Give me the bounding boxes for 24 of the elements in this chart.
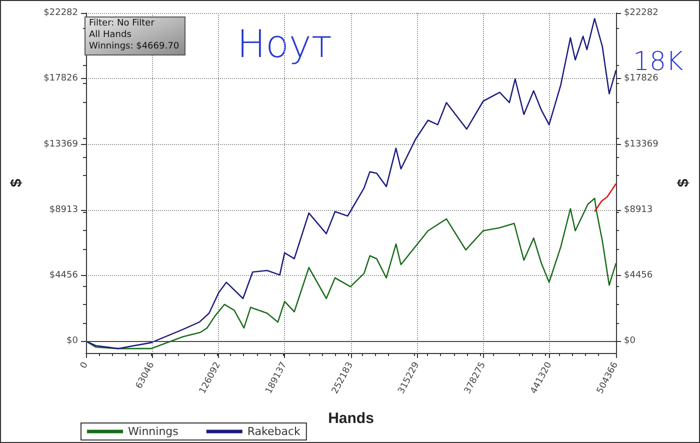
x-axis-title: Hands bbox=[328, 410, 374, 427]
y-tick-label: $8913 bbox=[49, 204, 78, 215]
y2-tick-label: $8913 bbox=[624, 204, 653, 215]
y-tick-label: $22282 bbox=[44, 8, 78, 18]
line-series bbox=[594, 182, 617, 212]
annotation: All Hands bbox=[89, 30, 132, 40]
annotation: Ноут bbox=[237, 22, 332, 66]
y2-tick-label: $0 bbox=[624, 336, 636, 346]
y2-axis-title: $ bbox=[675, 178, 692, 188]
line-series bbox=[85, 198, 617, 350]
y2-tick-label: $13369 bbox=[624, 139, 659, 150]
annotation: Filter: No Filter bbox=[89, 18, 155, 28]
y2-tick-label: $22282 bbox=[624, 8, 658, 18]
annotation: Winnings: $4669.70 bbox=[89, 42, 180, 52]
y-tick-label: $4456 bbox=[49, 270, 78, 281]
x-tick-label: 0 bbox=[78, 360, 91, 370]
y-tick-label: $13369 bbox=[44, 139, 78, 150]
legend-label: Winnings bbox=[128, 425, 179, 438]
y-tick-label: $17826 bbox=[44, 74, 78, 84]
y-axis-title: $ bbox=[8, 178, 25, 188]
y2-tick-label: $4456 bbox=[624, 270, 653, 281]
line-series bbox=[85, 18, 617, 350]
y-tick-label: $0 bbox=[66, 336, 78, 346]
legend-label: Rakeback bbox=[247, 425, 302, 438]
